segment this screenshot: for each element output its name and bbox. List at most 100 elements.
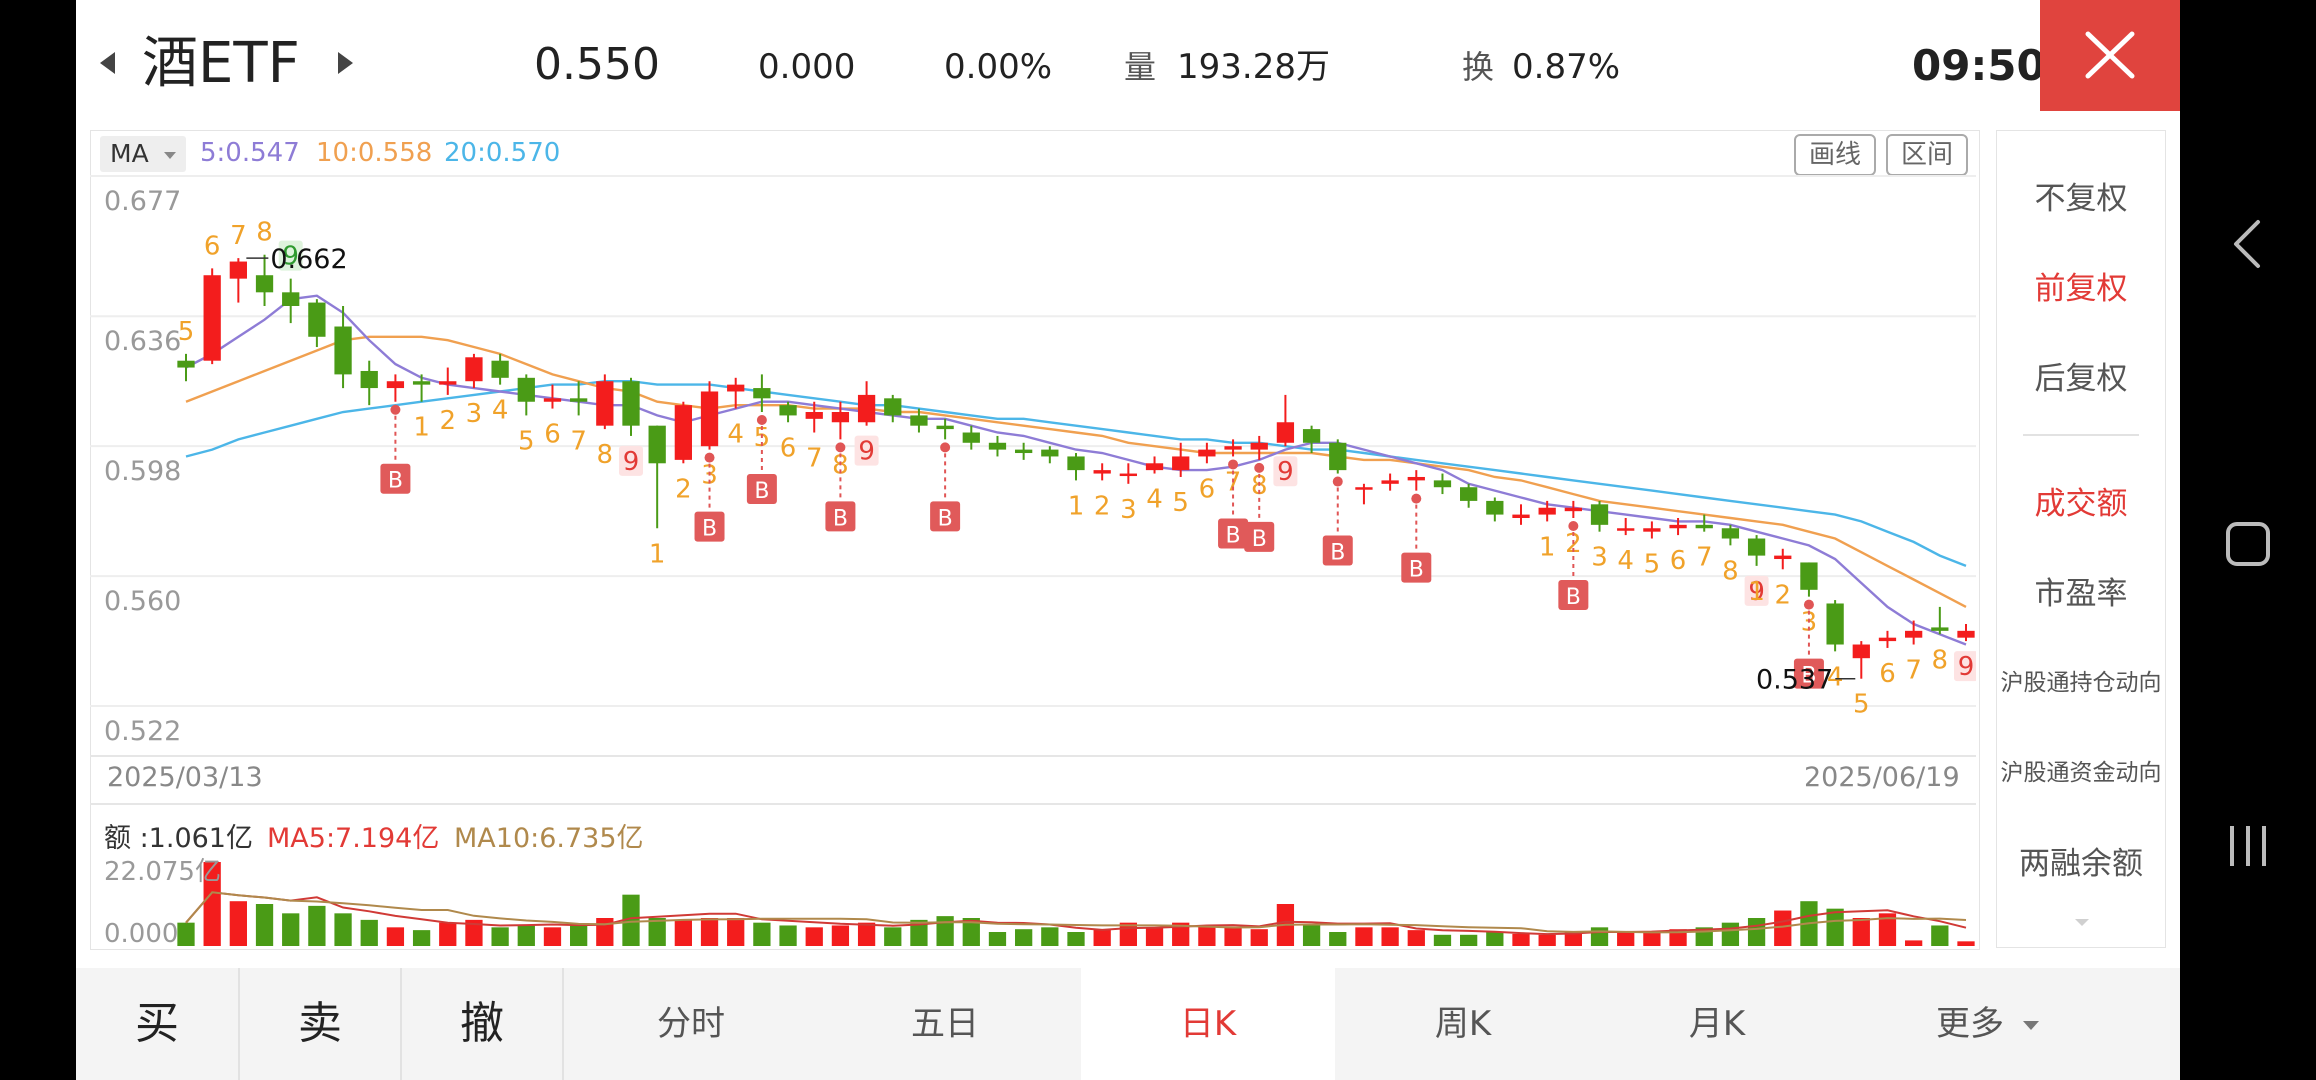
price-change-pct: 0.00% (944, 47, 1053, 87)
candle-body (1617, 528, 1635, 531)
high-annotation: 0.662 (270, 244, 347, 275)
side-item-pe-ratio[interactable]: 市盈率 (2034, 576, 2128, 612)
nine-turn-label: 7 (570, 426, 587, 456)
candle (1590, 500, 1609, 532)
nine-turn-label: 6 (1670, 546, 1687, 576)
chart-panel[interactable] (90, 130, 1980, 950)
candle-body (1695, 524, 1713, 529)
home-square-icon[interactable] (2220, 516, 2276, 572)
volume-bar (884, 927, 902, 946)
candle-body (753, 388, 771, 399)
volume-bar (779, 925, 797, 946)
candle (1826, 600, 1844, 652)
volume-bar (1747, 918, 1766, 946)
candle-body (334, 326, 352, 375)
candle-body (779, 405, 797, 416)
side-item-forward-adjust[interactable]: 前复权 (2034, 271, 2128, 307)
nine-turn-label: 2 (439, 406, 456, 436)
side-panel: 不复权 前复权 后复权 成交额 市盈率 沪股通持仓动向 沪股通资金动向 两融余额 (1996, 130, 2166, 948)
volume-bar (1486, 932, 1504, 946)
volume-bar (439, 922, 457, 946)
tab-month-k[interactable]: 月K (1688, 1004, 1746, 1044)
recents-lines-icon[interactable] (2220, 818, 2276, 874)
candle (857, 381, 876, 426)
nine-turn-badge (619, 445, 643, 476)
volume-bar (334, 913, 352, 946)
tab-more[interactable]: 更多 (1936, 968, 2136, 1080)
candle-body (936, 425, 954, 430)
volume-bar (1512, 933, 1530, 946)
candle-body (570, 398, 588, 402)
candle (439, 367, 457, 395)
volume-bar (1433, 934, 1452, 946)
candle (1486, 497, 1504, 522)
volume-bar (674, 919, 692, 946)
back-chevron-icon[interactable] (2220, 214, 2276, 274)
sell-button[interactable]: 卖 (298, 998, 342, 1049)
cancel-order-button[interactable]: 撤 (460, 998, 504, 1049)
volume-ma10: MA10:6.735亿 (454, 823, 644, 854)
candle-body (543, 398, 562, 402)
buy-signal-badge (1244, 521, 1275, 552)
side-item-hk-holding[interactable]: 沪股通持仓动向 (2000, 670, 2162, 696)
volume-bar (1041, 927, 1059, 946)
candle (1276, 394, 1295, 447)
ma10-value: 10:0.558 (316, 138, 433, 168)
buy-signal-letter: B (1801, 664, 1816, 689)
side-item-no-adjust[interactable]: 不复权 (2034, 181, 2128, 217)
nine-turn-label: 9 (1748, 577, 1765, 607)
buy-button[interactable]: 买 (135, 998, 179, 1049)
buy-signal-badge (930, 501, 961, 532)
draw-line-button[interactable]: 画线 (1794, 134, 1876, 176)
volume-bar (1355, 927, 1373, 946)
candle (622, 377, 640, 436)
volume-ma10-line (185, 891, 1967, 934)
nine-turn-label: 4 (1146, 485, 1163, 515)
close-x-icon (2085, 31, 2135, 79)
side-item-margin-balance[interactable]: 两融余额 (2019, 846, 2143, 882)
ma-selector[interactable]: MA (100, 136, 186, 172)
nine-turn-label: 5 (1172, 488, 1189, 518)
candle (203, 268, 221, 365)
volume-bar (1617, 932, 1635, 946)
candle-body (1015, 449, 1033, 454)
candle-body (727, 384, 745, 392)
candle (884, 394, 902, 423)
candle-body (1486, 500, 1504, 515)
next-stock-icon[interactable] (338, 52, 353, 74)
nine-turn-label: 8 (1722, 556, 1739, 586)
prev-stock-icon[interactable] (100, 52, 115, 74)
candle (1015, 442, 1033, 460)
volume-bar (1564, 932, 1582, 946)
side-item-turnover-amount[interactable]: 成交额 (2034, 486, 2128, 522)
price-axis-label: 0.677 (104, 186, 181, 217)
candle-body (308, 302, 326, 337)
dropdown-triangle-icon (2022, 1021, 2039, 1030)
ma20-value: 20:0.570 (444, 138, 561, 168)
tab-day-k[interactable]: 日K (1081, 968, 1335, 1080)
close-button[interactable] (2040, 0, 2180, 111)
nine-turn-label: 4 (1617, 546, 1634, 576)
tab-divider (400, 968, 402, 1080)
buy-signal-dot (835, 442, 846, 453)
side-item-hk-flow[interactable]: 沪股通资金动向 (2000, 760, 2162, 786)
tab-week-k[interactable]: 周K (1434, 1004, 1492, 1044)
tab-five-day[interactable]: 五日 (911, 1004, 979, 1044)
nine-turn-badge (1954, 651, 1976, 682)
candle (1669, 518, 1687, 536)
volume-bar (177, 922, 195, 946)
volume-bar (1067, 932, 1085, 946)
volume-bar (360, 919, 378, 946)
buy-signal-dot (1254, 462, 1265, 473)
buy-signal-dot (1803, 599, 1814, 610)
tab-intraday[interactable]: 分时 (657, 1004, 725, 1044)
volume-bar (465, 919, 483, 946)
candle (334, 306, 352, 389)
candle (491, 353, 509, 385)
candle (517, 374, 535, 416)
side-item-backward-adjust[interactable]: 后复权 (2034, 361, 2128, 397)
candle (1145, 456, 1164, 474)
time: 09:50 (1912, 41, 2046, 90)
nine-turn-label: 3 (1120, 495, 1137, 525)
